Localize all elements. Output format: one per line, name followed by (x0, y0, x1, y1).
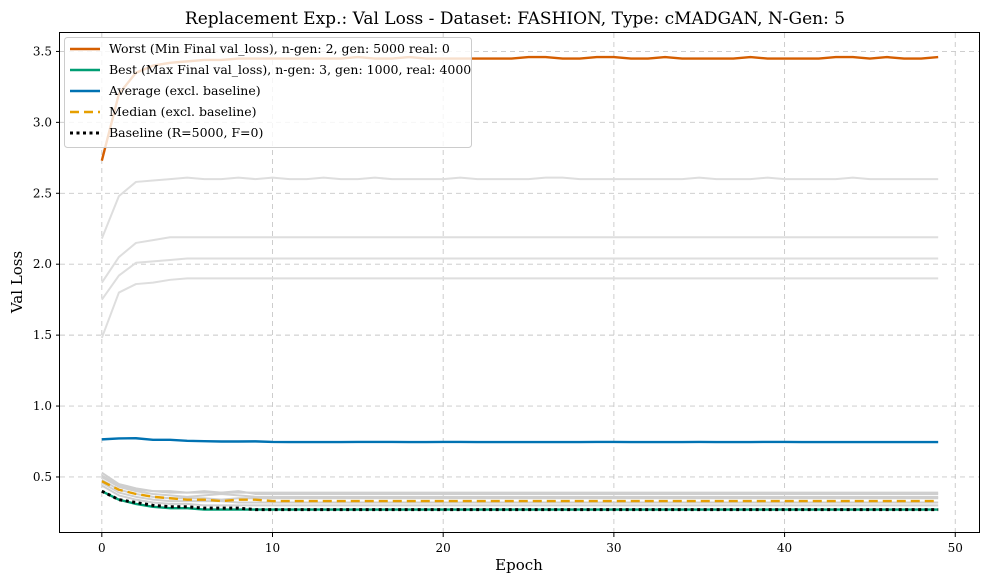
background-run-line (101, 474, 939, 495)
average-series-line (101, 437, 939, 444)
background-run-line (101, 257, 939, 301)
legend-label: Baseline (R=5000, F=0) (109, 125, 263, 140)
background-run-line (100, 236, 939, 284)
y-tick-label: 3.5 (33, 44, 52, 58)
legend-label: Best (Max Final val_loss), n-gen: 3, gen… (109, 62, 471, 77)
chart-title: Replacement Exp.: Val Loss - Dataset: FA… (185, 9, 845, 29)
x-tick-label: 50 (948, 541, 963, 555)
background-run-line (101, 476, 939, 498)
legend-label: Worst (Min Final val_loss), n-gen: 2, ge… (109, 41, 450, 56)
background-run-line (101, 481, 939, 504)
plot-frame (59, 32, 980, 533)
background-runs (100, 176, 939, 507)
y-tick-label: 2.0 (33, 257, 52, 271)
x-tick-label: 40 (777, 541, 792, 555)
best-series-line (101, 490, 939, 511)
median-series-line (101, 480, 939, 503)
series-lines (100, 55, 939, 512)
background-run-line (100, 277, 939, 339)
x-tick-label: 30 (606, 541, 621, 555)
y-tick-label: 3.0 (33, 115, 52, 129)
x-tick-label: 10 (265, 541, 280, 555)
background-run-line (101, 471, 939, 494)
y-axis-ticks: 0.5 1.0 1.5 2.0 2.5 3.0 3.5 (33, 44, 60, 484)
y-tick-label: 2.5 (33, 186, 52, 200)
y-tick-label: 1.0 (33, 399, 52, 413)
background-run-line (101, 484, 939, 507)
x-axis-ticks: 0 10 20 30 40 50 (98, 533, 963, 555)
legend-box (64, 37, 472, 148)
background-run-line (100, 176, 939, 240)
legend: Worst (Min Final val_loss), n-gen: 2, ge… (64, 37, 472, 148)
y-tick-label: 0.5 (33, 470, 52, 484)
x-tick-label: 0 (98, 541, 106, 555)
y-axis-label: Val Loss (8, 251, 26, 314)
legend-label: Median (excl. baseline) (109, 104, 257, 119)
y-tick-label: 1.5 (33, 328, 52, 342)
x-tick-label: 20 (436, 541, 451, 555)
legend-label: Average (excl. baseline) (108, 83, 261, 98)
x-axis-label: Epoch (495, 556, 543, 574)
background-run-line (101, 478, 939, 501)
